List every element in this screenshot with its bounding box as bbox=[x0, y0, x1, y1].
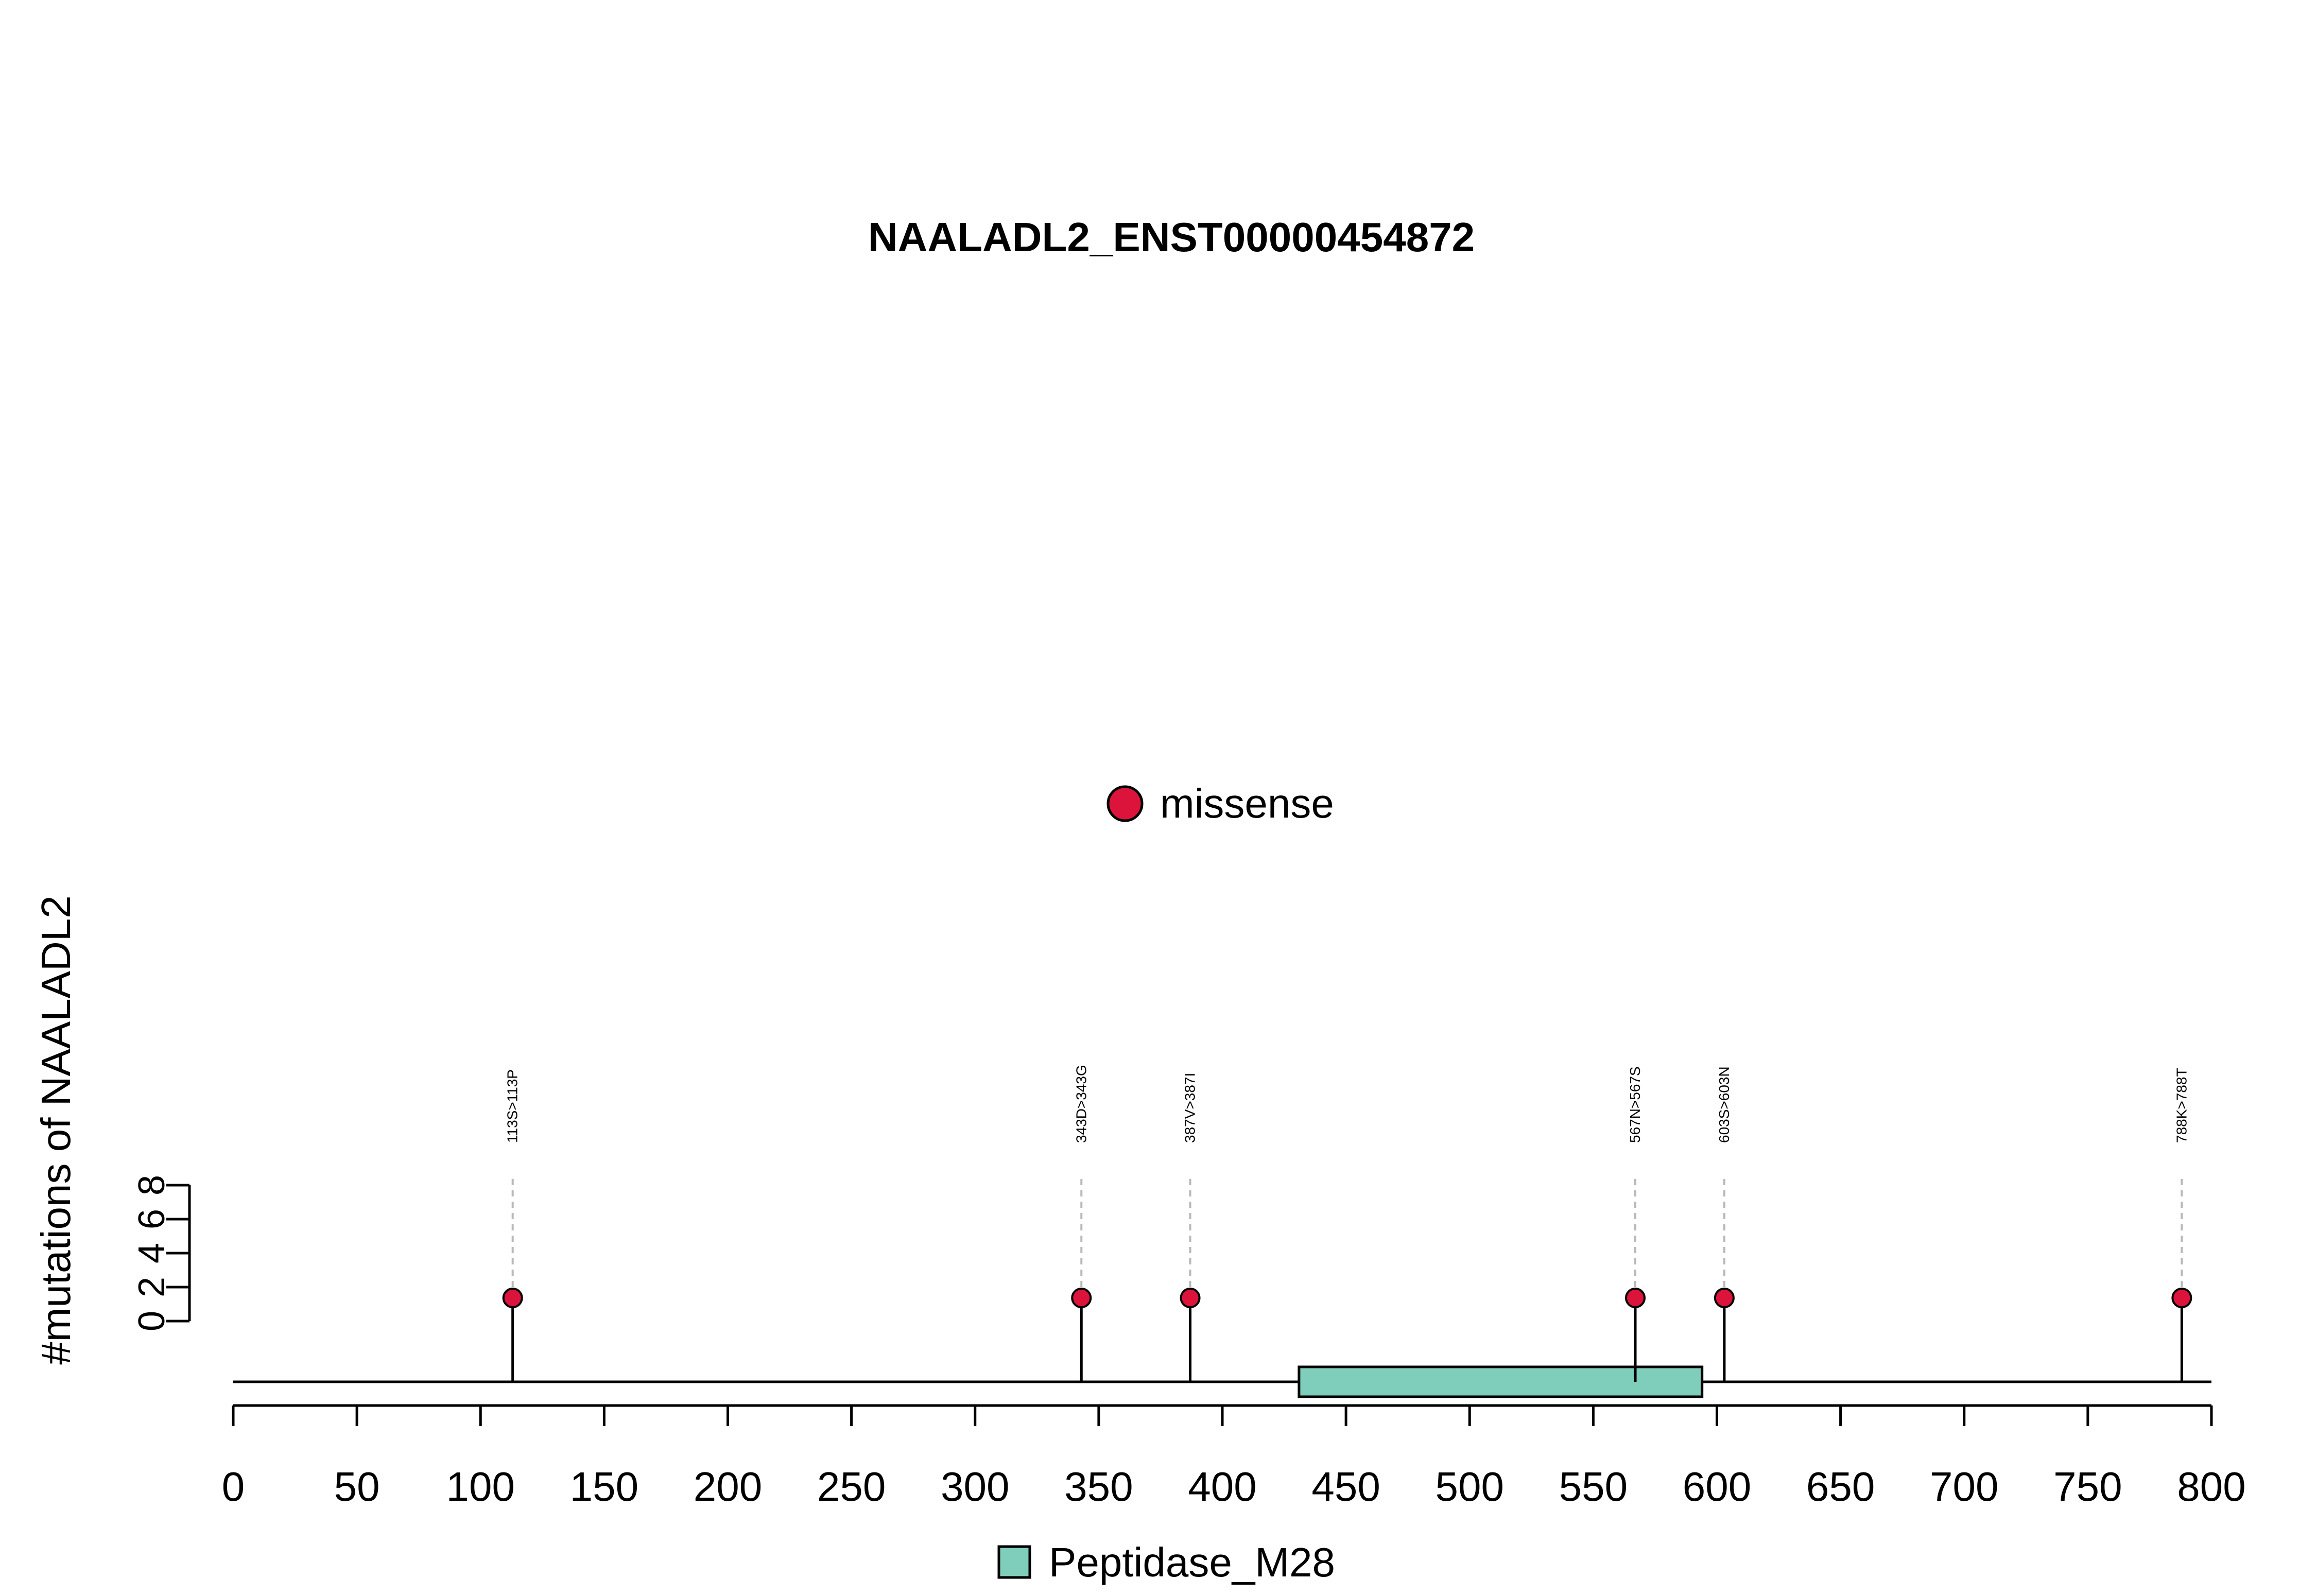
mutation-label: 113S>113P bbox=[505, 1069, 521, 1143]
y-tick-label: 0 bbox=[131, 1311, 172, 1331]
chart-title: NAALADL2_ENST00000454872 bbox=[868, 214, 1475, 260]
mutation-point bbox=[1625, 1288, 1646, 1308]
mutation-label: 387V>387I bbox=[1182, 1073, 1198, 1143]
mutation-label: 603S>603N bbox=[1716, 1066, 1732, 1143]
legend-peptidase-m28: Peptidase_M28 bbox=[997, 1539, 1335, 1585]
x-tick-label: 250 bbox=[817, 1464, 886, 1510]
x-tick-label: 0 bbox=[222, 1464, 245, 1510]
x-tick-label: 800 bbox=[2177, 1464, 2245, 1510]
x-tick-label: 50 bbox=[334, 1464, 380, 1510]
x-tick-label: 300 bbox=[941, 1464, 1009, 1510]
legend-missense-marker bbox=[1106, 785, 1144, 822]
mutation-point bbox=[2171, 1288, 2192, 1308]
mutation-label: 788K>788T bbox=[2173, 1068, 2189, 1143]
x-tick-label: 100 bbox=[446, 1464, 515, 1510]
domain-track bbox=[1298, 1365, 1704, 1398]
y-tick-label: 2 bbox=[131, 1277, 172, 1297]
legend-peptidase-m28-swatch bbox=[997, 1545, 1031, 1579]
mutation-point bbox=[1714, 1288, 1735, 1308]
mutation-point bbox=[502, 1288, 523, 1308]
x-tick-label: 550 bbox=[1559, 1464, 1628, 1510]
x-tick-label: 350 bbox=[1064, 1464, 1133, 1510]
domain-peptidase-m28 bbox=[1298, 1365, 1704, 1398]
x-tick-label: 700 bbox=[1930, 1464, 1998, 1510]
mutation-point bbox=[1071, 1288, 1092, 1308]
x-tick-label: 400 bbox=[1188, 1464, 1256, 1510]
x-axis: 0 50 100 150 200 250 300 350 400 450 500 550 600 650 7… bbox=[222, 1404, 2246, 1510]
x-tick-label: 600 bbox=[1683, 1464, 1751, 1510]
x-tick-label: 500 bbox=[1436, 1464, 1504, 1510]
chart-title-group: NAALADL2_ENST00000454872 bbox=[868, 214, 1475, 260]
legend-missense-label: missense bbox=[1160, 780, 1334, 826]
x-tick-label: 150 bbox=[570, 1464, 638, 1510]
y-axis-label: #mutations of NAALADL2 bbox=[33, 895, 79, 1365]
y-tick-label: 4 bbox=[131, 1243, 172, 1263]
x-tick-label: 650 bbox=[1806, 1464, 1875, 1510]
mutation-point bbox=[1180, 1288, 1201, 1308]
y-tick-label: 8 bbox=[131, 1175, 172, 1195]
legend-peptidase-m28-label: Peptidase_M28 bbox=[1049, 1539, 1335, 1585]
mutation-label: 567N>567S bbox=[1627, 1066, 1643, 1143]
x-tick-label: 450 bbox=[1311, 1464, 1380, 1510]
mutation-label: 343D>343G bbox=[1073, 1065, 1089, 1143]
y-tick-label: 6 bbox=[131, 1209, 172, 1229]
x-tick-label: 750 bbox=[2053, 1464, 2122, 1510]
legend-missense: missense bbox=[1106, 780, 1334, 826]
x-tick-label: 200 bbox=[694, 1464, 762, 1510]
mutation-lollipops: 113S>113P 343D>343G 387V>387I 567N>567S 603S… bbox=[502, 1065, 2192, 1382]
y-axis: 0 2 4 6 8 bbox=[131, 1175, 191, 1331]
